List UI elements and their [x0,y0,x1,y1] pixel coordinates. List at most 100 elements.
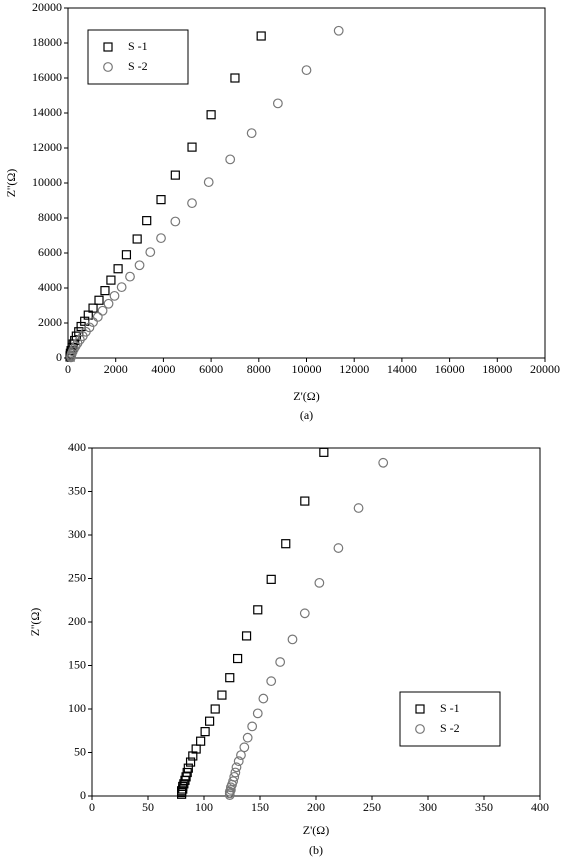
marker-square [300,496,310,506]
marker-square [281,539,291,549]
marker-circle [299,608,310,619]
y-axis-label: Z''(Ω) [4,169,18,198]
marker-square [225,673,235,683]
marker-circle [225,154,236,165]
marker-circle [333,25,344,36]
marker-circle [275,657,286,667]
y-tick-label: 20000 [32,0,62,14]
marker-circle [134,260,145,271]
y-tick-label: 18000 [32,35,62,49]
marker-circle [224,790,235,801]
x-tick-label: 350 [475,800,493,814]
marker-square [319,447,329,457]
x-tick-label: 400 [531,800,549,814]
marker-square [94,295,104,305]
plot-frame [91,447,541,797]
marker-circle [92,311,103,322]
marker-square [205,716,215,726]
y-tick-label: 12000 [32,140,62,154]
x-tick-label: 14000 [387,362,417,376]
marker-circle [77,331,88,342]
legend-label: S -2 [440,721,460,735]
marker-circle [233,756,244,767]
marker-square [256,31,266,41]
x-tick-label: 0 [89,800,95,814]
marker-square [170,170,180,180]
x-tick-label: 18000 [482,362,512,376]
marker-circle [88,317,98,328]
x-tick-label: 250 [363,800,381,814]
marker-square [103,42,113,52]
x-axis-label: Z'(Ω) [303,823,329,837]
marker-circle [103,298,114,309]
x-tick-label: 10000 [292,362,322,376]
marker-circle [203,177,214,188]
marker-circle [231,762,242,773]
marker-square [241,631,252,641]
x-tick-label: 20000 [530,362,560,376]
marker-square [88,303,98,313]
y-tick-label: 10000 [32,175,62,189]
marker-circle [246,128,257,139]
marker-square [191,744,201,754]
y-tick-label: 350 [68,483,86,497]
marker-circle [116,282,127,293]
marker-circle [170,216,181,227]
x-tick-label: 6000 [199,362,223,376]
x-tick-label: 12000 [339,362,369,376]
marker-circle [145,247,156,258]
x-tick-label: 200 [307,800,325,814]
marker-square [113,264,123,274]
y-tick-label: 250 [68,570,86,584]
caption: (b) [309,843,323,857]
marker-circle [266,676,277,687]
marker-circle [125,271,135,282]
marker-circle [242,732,253,743]
y-tick-label: 150 [68,657,86,671]
marker-circle [97,305,108,316]
marker-square [156,195,166,205]
y-tick-label: 4000 [38,280,62,294]
y-tick-label: 0 [80,788,86,802]
x-axis-label: Z'(Ω) [293,389,319,403]
marker-circle [353,503,364,513]
marker-circle [66,352,76,363]
x-tick-label: 0 [65,362,71,376]
x-tick-label: 4000 [151,362,175,376]
marker-square [217,690,227,700]
marker-circle [103,62,113,72]
x-tick-label: 16000 [435,362,465,376]
marker-circle [378,457,389,468]
x-tick-label: 8000 [247,362,271,376]
y-tick-label: 100 [68,701,86,715]
y-axis-label: Z''(Ω) [28,608,42,637]
marker-square [415,704,425,714]
legend-label: S -2 [128,59,148,73]
y-tick-label: 8000 [38,210,62,224]
marker-square [142,216,152,226]
marker-square [188,751,198,761]
marker-circle [415,724,425,734]
marker-square [132,234,142,244]
marker-square [200,727,210,737]
y-tick-label: 16000 [32,70,62,84]
y-tick-label: 6000 [38,245,62,259]
legend-label: S -1 [440,701,460,715]
x-tick-label: 50 [142,800,154,814]
y-tick-label: 2000 [38,315,62,329]
marker-circle [333,543,344,553]
x-tick-label: 300 [419,800,437,814]
x-tick-label: 2000 [104,362,128,376]
y-tick-label: 14000 [32,105,62,119]
marker-square [187,142,197,152]
marker-circle [156,233,166,244]
legend-label: S -1 [128,39,148,53]
marker-square [253,605,263,615]
marker-circle [252,708,263,719]
y-tick-label: 200 [68,614,86,628]
y-tick-label: 0 [56,350,62,364]
marker-circle [314,577,325,588]
marker-square [121,250,132,260]
marker-circle [258,693,269,704]
x-tick-label: 150 [251,800,269,814]
